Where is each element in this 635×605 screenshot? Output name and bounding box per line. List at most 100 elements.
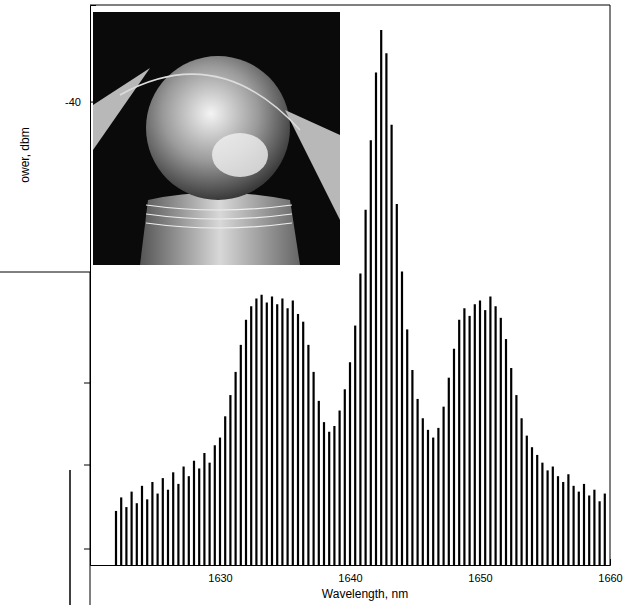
x-tick-label: 1660	[598, 572, 622, 584]
inset-ridge	[146, 214, 292, 219]
stem	[453, 349, 455, 565]
y-axis-title: ower, dbm	[18, 127, 32, 182]
stems	[116, 30, 605, 565]
stem	[219, 438, 221, 565]
stem	[276, 304, 278, 565]
inset-fiber	[120, 74, 300, 130]
x-axis-title: Wavelength, nm	[322, 587, 408, 601]
inset-content	[93, 56, 340, 265]
stem	[146, 499, 148, 565]
x-tick: 1650	[468, 559, 492, 584]
stem	[339, 411, 341, 565]
x-tick-mark	[610, 559, 611, 565]
stem	[479, 300, 481, 565]
stem	[505, 339, 507, 565]
stem	[572, 486, 574, 565]
stem	[245, 320, 247, 565]
stem	[302, 322, 304, 565]
stem	[588, 495, 590, 565]
stem	[391, 125, 393, 565]
stem	[495, 306, 497, 565]
stem	[297, 314, 299, 565]
y-tick: -40	[65, 96, 96, 108]
stem	[567, 474, 569, 565]
stem	[349, 362, 351, 565]
stem	[520, 418, 522, 565]
stem	[136, 503, 138, 565]
stem	[385, 53, 387, 565]
stem	[598, 501, 600, 565]
stem	[157, 494, 159, 565]
x-tick: 1640	[338, 559, 362, 584]
stem	[427, 430, 429, 565]
neighbour-trace	[69, 470, 71, 605]
neighbour-tick	[84, 383, 90, 384]
frame-right	[610, 5, 611, 565]
stem	[365, 210, 367, 565]
stem	[583, 484, 585, 565]
stem	[411, 370, 413, 565]
x-tick-label: 1630	[208, 572, 232, 584]
stem	[250, 306, 252, 565]
stem	[510, 368, 512, 565]
stem	[448, 378, 450, 565]
stem	[281, 299, 283, 565]
x-tick-mark	[480, 559, 481, 565]
stem	[474, 304, 476, 565]
stem	[177, 484, 179, 565]
stem	[432, 438, 434, 565]
stem	[458, 320, 460, 565]
stem	[562, 482, 564, 565]
y-axis: -40	[65, 6, 96, 566]
neighbour-tick	[84, 465, 90, 466]
x-axis-line	[91, 559, 611, 566]
stem	[209, 463, 211, 565]
stem	[120, 497, 122, 565]
stem	[235, 372, 237, 565]
stem	[469, 316, 471, 565]
stem	[536, 455, 538, 565]
stem	[198, 468, 200, 565]
stem	[141, 486, 143, 565]
inset-holder-right	[285, 110, 340, 220]
stem	[162, 478, 164, 565]
stem	[359, 273, 361, 565]
chart: 1630 1640 1650 1660 -40 Wavelength, nm ower, d…	[0, 0, 635, 605]
stem	[183, 467, 185, 565]
stem	[526, 436, 528, 565]
stem	[531, 447, 533, 565]
stem	[193, 461, 195, 565]
stem	[541, 463, 543, 565]
stem	[229, 395, 231, 565]
stem	[401, 271, 403, 565]
stem	[406, 329, 408, 565]
stem	[604, 494, 606, 565]
x-tick: 1630	[208, 559, 232, 584]
stem	[115, 511, 117, 565]
stem	[557, 476, 559, 565]
stem	[266, 302, 268, 565]
inset-bottle	[140, 193, 300, 266]
stem	[443, 407, 445, 565]
x-tick: 1660	[598, 559, 622, 584]
inset-holder-left	[93, 68, 150, 150]
stem	[463, 308, 465, 565]
x-tick-label: 1650	[468, 572, 492, 584]
frame-top	[90, 5, 610, 6]
stem	[333, 426, 335, 565]
stem	[287, 308, 289, 565]
stem	[328, 432, 330, 565]
stem	[552, 467, 554, 565]
stem	[396, 204, 398, 565]
stem	[203, 453, 205, 565]
stem	[354, 326, 356, 565]
stem	[255, 299, 257, 565]
stem	[417, 399, 419, 565]
stem	[375, 73, 377, 565]
stem	[318, 401, 320, 565]
stem	[224, 416, 226, 565]
stem	[292, 300, 294, 565]
inset-bg	[93, 12, 340, 265]
stem	[131, 492, 133, 565]
stem	[151, 482, 153, 565]
